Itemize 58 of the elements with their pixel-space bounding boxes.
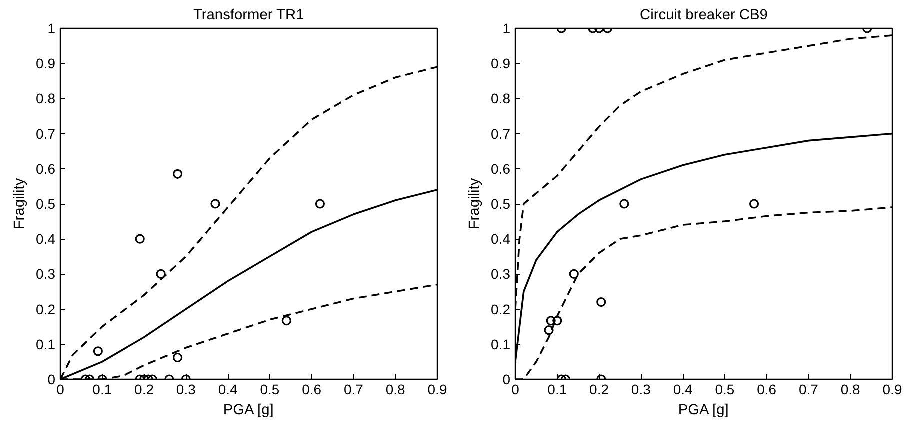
x-tick-label: 0.5 bbox=[260, 382, 280, 398]
x-tick-label: 0.8 bbox=[840, 382, 861, 398]
x-tick-label: 0.8 bbox=[386, 382, 406, 398]
point bbox=[552, 316, 562, 326]
y-tick-label: 0.1 bbox=[491, 336, 511, 352]
x-tick-label: 0.9 bbox=[428, 382, 448, 398]
y-axis-title: Fragility bbox=[467, 178, 484, 230]
y-tick-label: 0.9 bbox=[491, 56, 511, 72]
x-tick-label: 0.1 bbox=[548, 382, 568, 398]
point bbox=[156, 269, 166, 279]
x-tick-label: 0.7 bbox=[798, 382, 819, 398]
point bbox=[596, 297, 606, 308]
y-tick-label: 0.8 bbox=[36, 90, 56, 107]
chart-title: Transformer TR1 bbox=[193, 8, 304, 24]
x-tick-label: 0.6 bbox=[757, 382, 777, 398]
x-tick-label: 0.6 bbox=[302, 382, 322, 398]
y-tick-label: 1 bbox=[502, 20, 511, 36]
y-tick-label: 0 bbox=[48, 372, 56, 388]
x-tick-label: 0.4 bbox=[673, 382, 693, 398]
y-tick-label: 1 bbox=[48, 20, 56, 36]
x-tick-label: 0.4 bbox=[218, 382, 238, 398]
y-tick-label: 0.7 bbox=[491, 126, 511, 142]
y-tick-label: 0.3 bbox=[491, 266, 511, 282]
y-tick-label: 0.4 bbox=[36, 231, 56, 248]
x-axis-title: PGA [g] bbox=[223, 402, 274, 418]
point bbox=[210, 199, 220, 209]
point bbox=[620, 199, 630, 209]
x-tick-label: 0.1 bbox=[92, 382, 112, 398]
x-tick-label: 0.7 bbox=[344, 382, 364, 398]
y-tick-label: 0.3 bbox=[36, 266, 56, 282]
x-tick-label: 0.2 bbox=[590, 382, 610, 398]
y-tick-label: 0.5 bbox=[491, 196, 511, 212]
x-tick-label: 0.9 bbox=[882, 382, 902, 398]
y-tick-label: 0.8 bbox=[491, 90, 511, 107]
y-tick-label: 0 bbox=[502, 372, 511, 388]
point bbox=[546, 316, 556, 326]
x-tick-label: 0.2 bbox=[134, 382, 154, 398]
y-tick-label: 0.6 bbox=[491, 160, 511, 177]
point bbox=[569, 269, 579, 279]
x-tick-label: 0.3 bbox=[631, 382, 652, 398]
x-tick-label: 0.5 bbox=[715, 382, 735, 398]
point bbox=[172, 169, 183, 179]
y-tick-label: 0.2 bbox=[36, 301, 56, 318]
point bbox=[749, 199, 760, 209]
y-tick-label: 0.6 bbox=[36, 160, 56, 177]
chart-title: Circuit breaker CB9 bbox=[640, 8, 768, 24]
y-tick-label: 0.4 bbox=[491, 231, 511, 248]
y-axis-title: Fragility bbox=[12, 178, 28, 230]
point bbox=[544, 326, 554, 336]
y-tick-label: 0.7 bbox=[36, 126, 56, 142]
point bbox=[135, 234, 145, 244]
y-tick-label: 0.1 bbox=[36, 336, 56, 352]
y-tick-label: 0.2 bbox=[491, 301, 511, 318]
point bbox=[315, 199, 326, 209]
x-tick-label: 0.3 bbox=[176, 382, 196, 398]
y-tick-label: 0.5 bbox=[36, 196, 56, 212]
y-tick-label: 0.9 bbox=[36, 56, 56, 72]
x-axis-title: PGA [g] bbox=[678, 402, 729, 418]
